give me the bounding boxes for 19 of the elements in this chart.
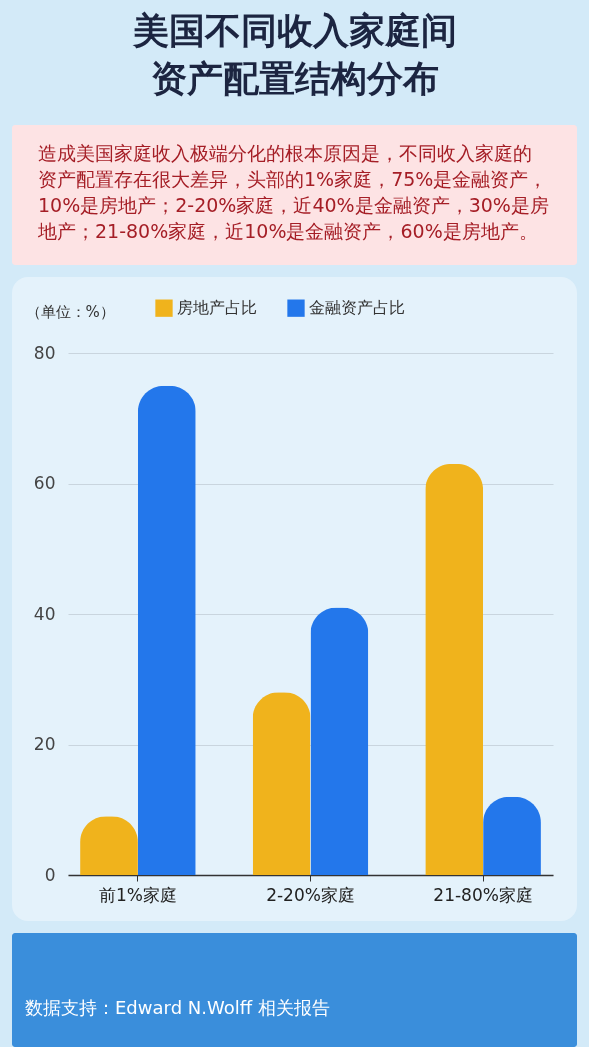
legend-label: 金融资产占比 (309, 298, 405, 318)
x-tick-label: 前1%家庭 (98, 884, 177, 905)
y-tick-label: 20 (33, 734, 56, 754)
bar (252, 692, 311, 875)
y-tick-label: 80 (33, 342, 56, 363)
bar (310, 607, 369, 875)
chart-subtitle: 造成美国家庭收入极端分化的根本原因是，不同收入家庭的资产配置存在很大差异，头部的1%家庭，75%是金融资产，10%是房地产；2-20%家庭，近40%是金融资产，30%是房地产；21-80%家庭，近10%是金融资产，60%是房地产。 (37, 142, 549, 242)
x-tick-label: 2-20%家庭 (266, 884, 355, 905)
bar (425, 463, 484, 875)
text: 数据支持：Edward N.Wolff 相关报告 (25, 997, 330, 1018)
y-axis-title: （单位：%） (25, 302, 115, 321)
bar (483, 796, 541, 875)
bar (137, 385, 196, 875)
y-tick-label: 0 (44, 864, 56, 885)
x-tick-label: 21-80%家庭 (433, 884, 533, 905)
chart-title: 美国不同收入家庭间资产配置结构分布 (131, 10, 457, 99)
legend-label: 房地产占比 (177, 298, 257, 318)
y-tick-label: 60 (33, 473, 56, 493)
y-tick-label: 40 (33, 603, 56, 624)
